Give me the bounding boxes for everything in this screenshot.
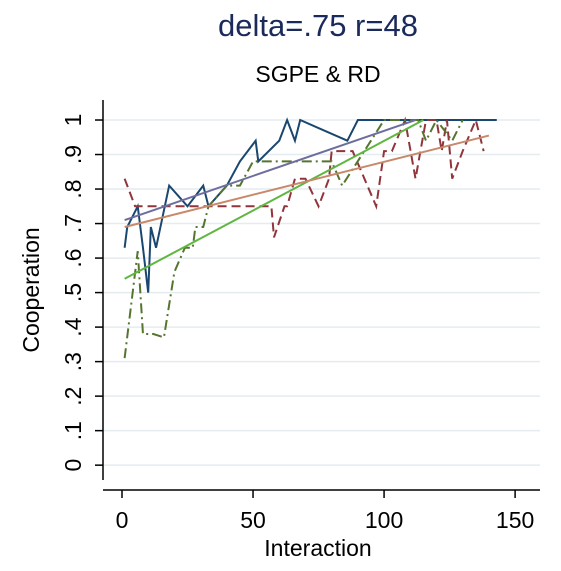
y-tick-label: .5 [60,283,86,302]
y-tick-label: .8 [60,179,86,198]
y-tick-label: .9 [60,145,86,164]
x-tick-label: 0 [116,507,129,533]
y-tick-label: .2 [60,387,86,406]
chart-subtitle: SGPE & RD [255,61,380,87]
y-tick-label: .6 [60,248,86,267]
x-axis-title: Interaction [264,535,371,561]
series-line [124,134,490,228]
x-tick-label: 150 [496,507,534,533]
grid [103,119,540,466]
y-tick-label: 0 [60,459,86,472]
series-line [124,119,424,280]
chart-title: delta=.75 r=48 [218,8,418,43]
x-tick-label: 50 [240,507,266,533]
series-line [123,117,497,293]
y-tick-label: 1 [60,114,86,127]
y-tick-label: .7 [60,214,86,233]
plot-lines [123,116,497,359]
x-tick-label: 100 [365,507,403,533]
series-line [124,119,416,222]
y-tick-label: .3 [60,352,86,371]
y-tick-label: .1 [60,421,86,440]
axes: 0 .1 .2 .3 .4 .5 .6 .7 .8 .9 1 0 50 100 150 [60,100,540,533]
series-line [123,116,485,238]
y-axis-title: Cooperation [18,227,44,352]
y-tick-label: .4 [60,317,86,336]
